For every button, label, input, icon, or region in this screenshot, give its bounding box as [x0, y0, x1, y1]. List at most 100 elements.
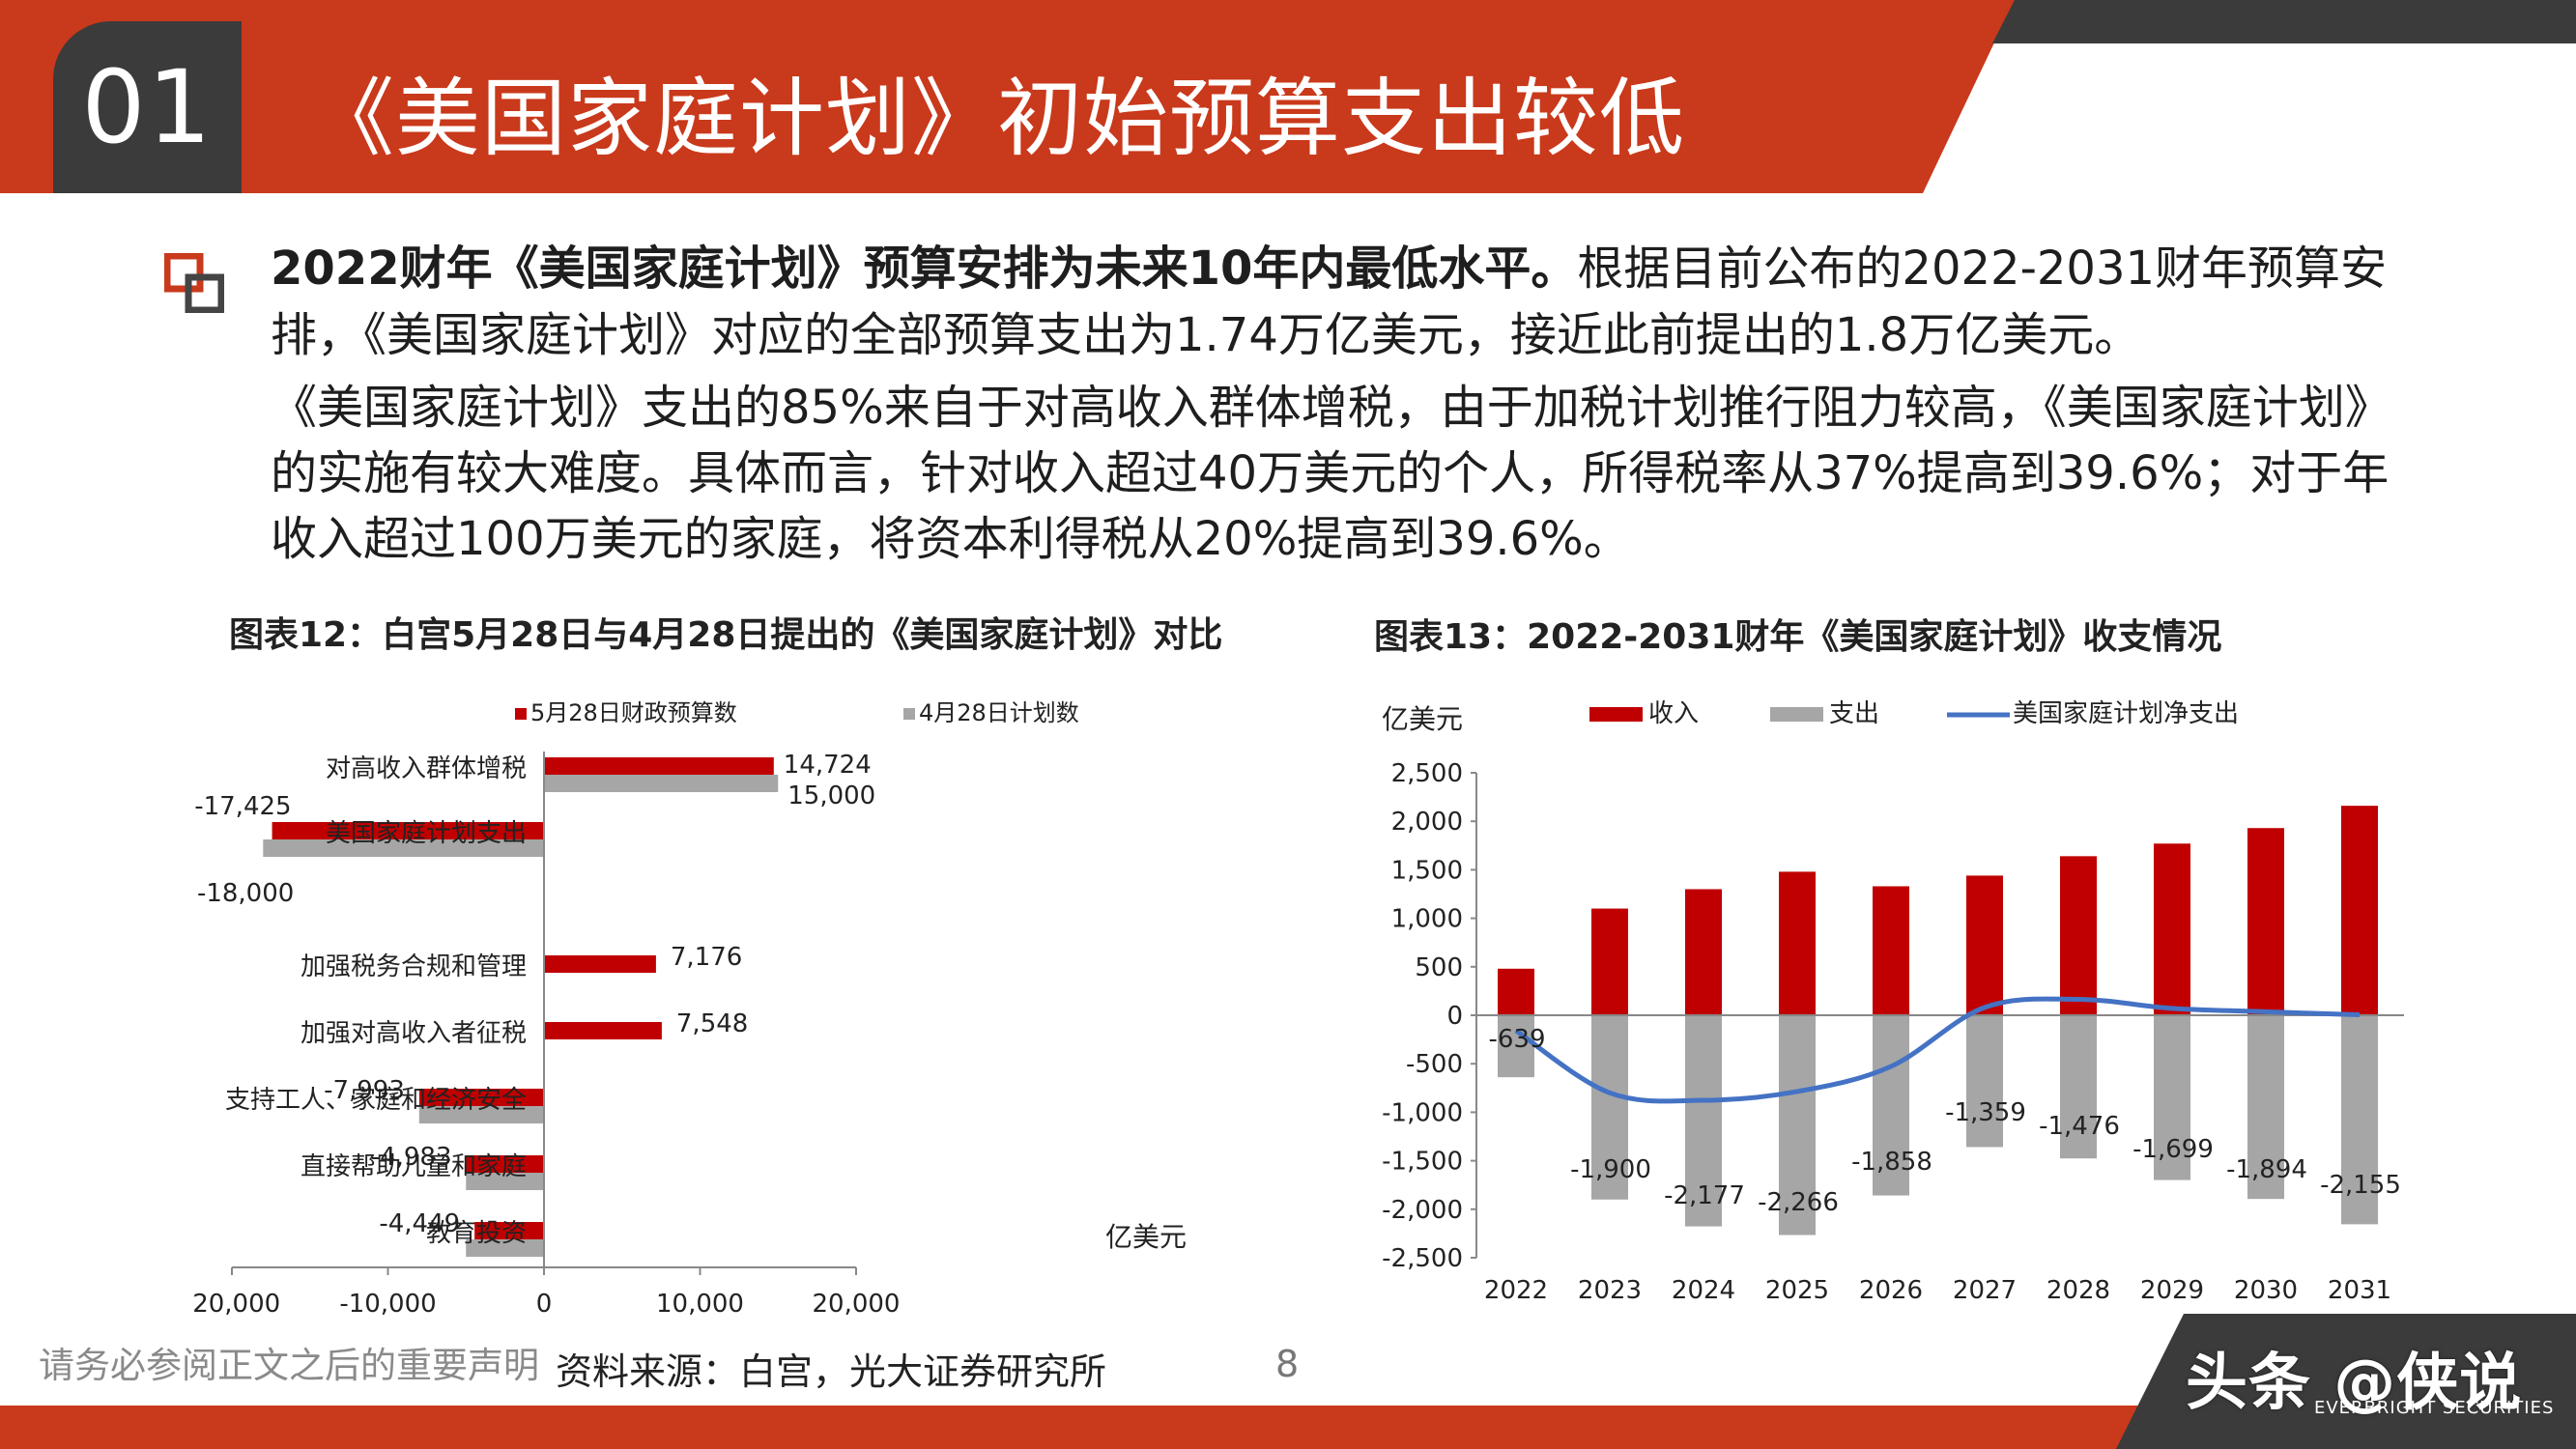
paragraph-1-bold: 2022财年《美国家庭计划》预算安排为未来10年内最低水平。: [271, 242, 1578, 296]
x-tick-label: 2025: [1765, 1276, 1829, 1305]
x-tick-label: 2029: [2140, 1276, 2204, 1305]
company-logo-text: EVERBRIGHT SECURITIES: [2314, 1398, 2555, 1418]
legend-swatch-april: [903, 708, 915, 720]
chart13-title: 图表13：2022-2031财年《美国家庭计划》收支情况: [1374, 617, 2222, 657]
expense-bar: [1591, 1015, 1628, 1200]
category-label: 教育投资: [426, 1219, 527, 1248]
data-label: -1,476: [2039, 1112, 2120, 1141]
data-label: -18,000: [197, 879, 294, 908]
revenue-bar: [2060, 856, 2097, 1015]
x-tick-label: 0: [536, 1290, 553, 1319]
paragraph-1-text: 根据目前公布的2022-2031财年预算安: [1577, 242, 2388, 296]
y-tick-label: 2,500: [1391, 759, 1463, 788]
revenue-bar: [1685, 889, 1722, 1015]
revenue-bar: [2247, 828, 2284, 1015]
y-tick-label: -2,500: [1382, 1244, 1463, 1273]
y-tick-label: -2,000: [1382, 1196, 1463, 1225]
revenue-bar: [1966, 875, 2003, 1015]
bar: [418, 1106, 544, 1123]
data-label: 7,176: [671, 943, 742, 972]
legend-label-expense: 支出: [1829, 699, 1879, 728]
category-label: 加强税务合规和管理: [301, 952, 527, 981]
disclaimer: 请务必参阅正文之后的重要声明: [39, 1345, 539, 1386]
legend-label-revenue: 收入: [1648, 699, 1699, 728]
expense-bar: [1498, 1015, 1534, 1078]
data-label: -4,449: [379, 1209, 460, 1238]
paragraph-1-line-1: 2022财年《美国家庭计划》预算安排为未来10年内最低水平。根据目前公布的202…: [271, 235, 2387, 303]
data-label: 15,000: [787, 781, 875, 810]
x-tick-label: -10,000: [339, 1290, 436, 1319]
watermark: 头条 @侠说: [2186, 1348, 2523, 1419]
revenue-bar: [1779, 871, 1816, 1015]
x-tick-label: 2024: [1672, 1276, 1735, 1305]
chart12-title: 图表12：白宫5月28日与4月28日提出的《美国家庭计划》对比: [229, 615, 1223, 655]
bar: [418, 1089, 544, 1106]
data-label: 14,724: [784, 751, 872, 780]
page-number: 8: [1275, 1343, 1300, 1385]
x-tick-label: 2022: [1484, 1276, 1548, 1305]
legend-swatch-may: [515, 708, 527, 720]
paragraph-2-line-3: 收入超过100万美元的家庭，将资本利得税从20%提高到39.6%。: [271, 512, 1630, 566]
legend-label-may: 5月28日财政预算数: [530, 699, 737, 726]
legend-swatch-revenue: [1589, 707, 1643, 722]
y-tick-label: -1,500: [1382, 1148, 1463, 1177]
x-tick-label: 2027: [1953, 1276, 2017, 1305]
bar: [466, 1239, 544, 1257]
x-tick-label: 20,000: [813, 1290, 901, 1319]
x-tick-label: 2031: [2328, 1276, 2391, 1305]
y-tick-label: -500: [1406, 1050, 1463, 1079]
footer-logo-shape: [2116, 1314, 2576, 1449]
paragraph-2-line-1: 《美国家庭计划》支出的85%来自于对高收入群体增税，由于加税计划推行阻力较高，《…: [271, 381, 2391, 435]
y-tick-label: 1,000: [1391, 905, 1463, 934]
source-note: 资料来源：白宫，光大证券研究所: [556, 1350, 1107, 1393]
y-tick-label: 2,000: [1391, 808, 1463, 837]
section-number: 01: [53, 21, 242, 193]
expense-bar: [1966, 1015, 2003, 1148]
x-tick-label: 2026: [1859, 1276, 1923, 1305]
page-title: 《美国家庭计划》初始预算支出较低: [309, 69, 1686, 168]
bar: [544, 775, 779, 792]
data-label: -1,359: [1945, 1098, 2026, 1127]
category-label: 美国家庭计划支出: [326, 819, 527, 848]
paragraph-2-line-2: 的实施有较大难度。具体而言，针对收入超过40万美元的个人，所得税率从37%提高到…: [271, 446, 2390, 500]
data-label: -1,699: [2132, 1135, 2214, 1164]
bar: [466, 1173, 544, 1190]
chart12-svg: 5月28日财政预算数 4月28日计划数对高收入群体增税美国家庭计划支出加强税务合规…: [193, 699, 1187, 1319]
chart13-svg: 亿美元 收入 支出 美国家庭计划净支出 2,500 2,000 1,500 1,000 500 0…: [1382, 699, 2404, 1305]
revenue-bar: [2341, 806, 2378, 1015]
x-tick-label: 2028: [2046, 1276, 2110, 1305]
x-tick-label: 2023: [1578, 1276, 1642, 1305]
expense-bar: [2247, 1015, 2284, 1200]
x-tick-label: 10,000: [656, 1290, 744, 1319]
x-tick-label: -20,000: [193, 1290, 280, 1319]
bar: [466, 1155, 544, 1173]
data-label: -1,894: [2226, 1155, 2307, 1184]
data-label: -1,858: [1851, 1148, 1932, 1177]
data-label: -4,983: [371, 1143, 452, 1172]
category-label: 直接帮助儿童和家庭: [301, 1152, 527, 1181]
revenue-bar: [2154, 843, 2190, 1015]
legend-label-net: 美国家庭计划净支出: [2013, 699, 2239, 728]
category-label: 支持工人、家庭和经济安全: [225, 1086, 527, 1115]
expense-bar: [2341, 1015, 2378, 1225]
y-tick-label: 1,500: [1391, 856, 1463, 885]
expense-bar: [1873, 1015, 1909, 1196]
expense-bar: [2154, 1015, 2190, 1180]
expense-bar: [1779, 1015, 1816, 1236]
category-label: 加强对高收入者征税: [301, 1019, 527, 1048]
y-tick-label: 0: [1446, 1002, 1463, 1031]
revenue-bar: [1873, 886, 1909, 1015]
net-expenditure-line: [1514, 996, 2361, 1104]
data-label: -2,177: [1664, 1181, 1745, 1210]
data-label: 7,548: [676, 1009, 748, 1038]
x-tick-label: 2030: [2234, 1276, 2298, 1305]
header-background: [0, 0, 2576, 193]
bar: [544, 757, 774, 775]
bar: [474, 1222, 544, 1239]
revenue-bar: [1498, 968, 1534, 1015]
legend-label-april: 4月28日计划数: [919, 699, 1079, 726]
bar: [263, 839, 544, 857]
bar: [544, 1022, 662, 1039]
revenue-bar: [1591, 908, 1628, 1015]
expense-bar: [1685, 1015, 1722, 1227]
